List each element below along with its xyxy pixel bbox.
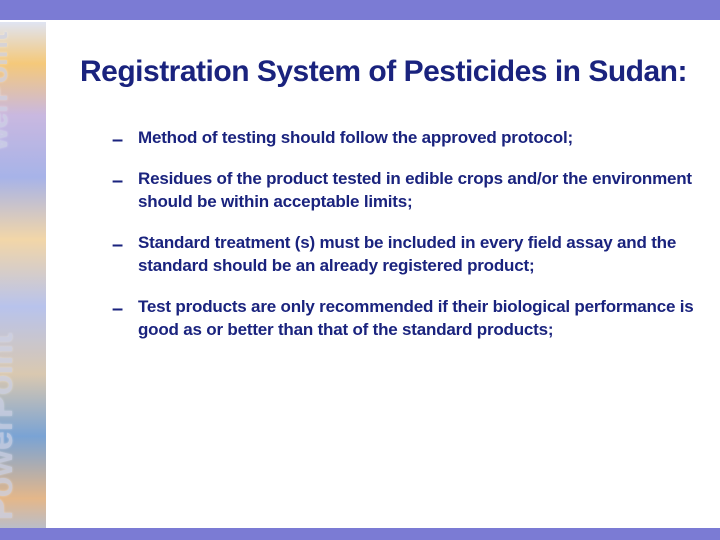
side-watermark-top: werPoint bbox=[0, 32, 14, 150]
bullet-item: Residues of the product tested in edible… bbox=[138, 168, 720, 214]
slide-title: Registration System of Pesticides in Sud… bbox=[80, 55, 720, 89]
bullet-list: Method of testing should follow the appr… bbox=[80, 127, 720, 342]
top-band bbox=[0, 0, 720, 22]
bullet-item: Standard treatment (s) must be included … bbox=[138, 232, 720, 278]
slide-content: Registration System of Pesticides in Sud… bbox=[80, 55, 720, 360]
bullet-item: Test products are only recommended if th… bbox=[138, 296, 720, 342]
bullet-item: Method of testing should follow the appr… bbox=[138, 127, 720, 150]
side-watermark-bottom: PowerPoint bbox=[0, 333, 21, 520]
bottom-band bbox=[0, 528, 720, 540]
